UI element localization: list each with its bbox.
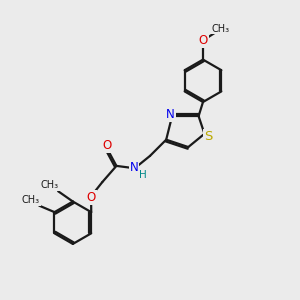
Text: S: S <box>204 130 212 143</box>
Text: O: O <box>86 191 96 204</box>
Text: CH₃: CH₃ <box>212 24 230 34</box>
Text: N: N <box>166 108 175 121</box>
Text: O: O <box>198 34 208 47</box>
Text: O: O <box>103 139 112 152</box>
Text: CH₃: CH₃ <box>22 195 40 205</box>
Text: H: H <box>139 170 147 180</box>
Text: CH₃: CH₃ <box>41 180 59 190</box>
Text: N: N <box>130 161 139 174</box>
